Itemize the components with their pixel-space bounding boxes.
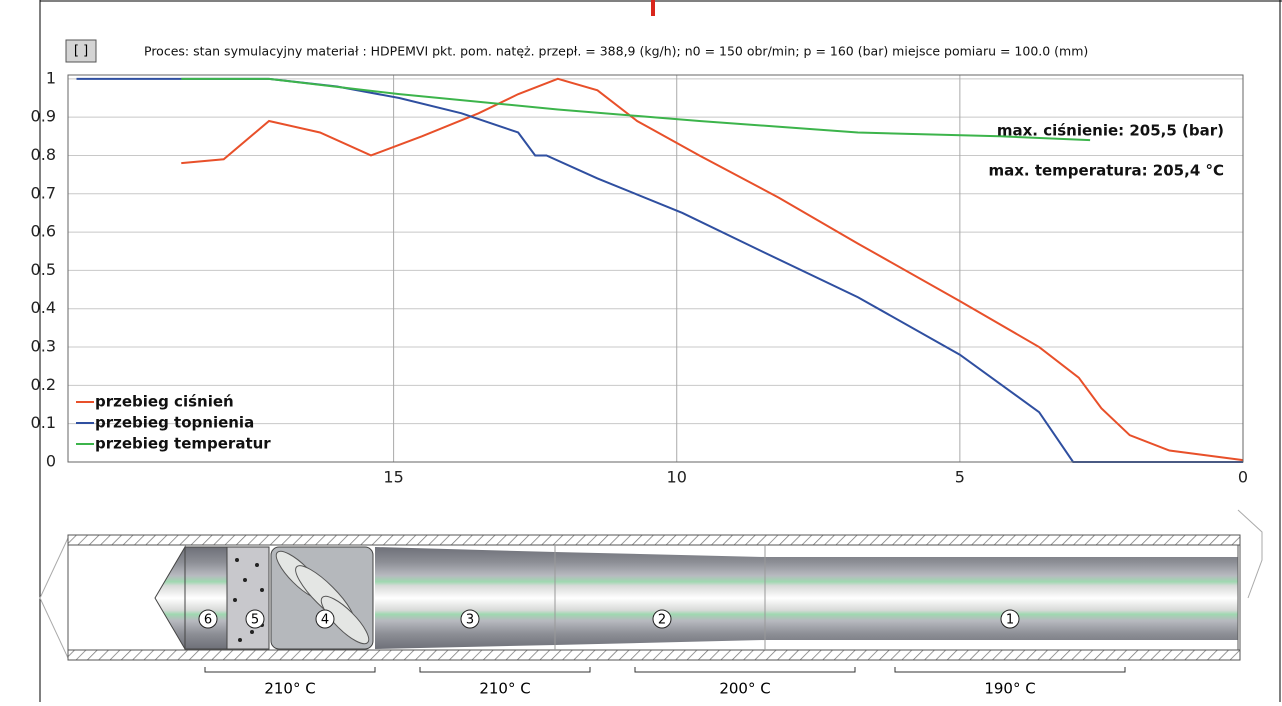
y-tick-label: 0.9 — [31, 107, 56, 126]
zone-circle — [315, 609, 335, 629]
mixing-element — [226, 546, 270, 650]
button-label[interactable]: [ ] — [74, 44, 88, 59]
plot-area — [67, 74, 1244, 463]
annotation: max. ciśnienie: 205,5 (bar) — [997, 122, 1224, 140]
temp-label: 200° C — [719, 680, 770, 698]
outline — [1237, 509, 1263, 599]
zone-label: 2 — [658, 613, 666, 628]
legend-label: przebieg ciśnień — [95, 393, 234, 411]
chart-title: Proces: stan symulacyjny materiał : HDPE… — [144, 44, 1088, 59]
x-tick-label: 15 — [383, 468, 403, 487]
temp-bracket — [634, 667, 856, 673]
annotation: max. temperatura: 205,4 °C — [988, 162, 1224, 180]
zone-label: 5 — [251, 613, 259, 628]
y-tick-label: 0.8 — [31, 145, 56, 164]
temp-label: 210° C — [264, 680, 315, 698]
zone-label: 1 — [1006, 613, 1014, 628]
marker — [651, 0, 655, 16]
legend-label: przebieg topnienia — [95, 414, 254, 432]
zone-circle — [198, 609, 218, 629]
series-line — [181, 77, 1091, 142]
zone-circle — [1000, 609, 1020, 629]
temp-label: 190° C — [984, 680, 1035, 698]
button[interactable] — [65, 39, 97, 63]
y-tick-label: 0.6 — [31, 222, 56, 241]
x-tick-label: 10 — [667, 468, 687, 487]
x-tick-label: 5 — [955, 468, 965, 487]
zone-circle — [245, 609, 265, 629]
series-line — [181, 77, 1244, 462]
zone-label: 4 — [321, 613, 329, 628]
temp-bracket — [894, 667, 1126, 673]
zone-label: 6 — [204, 613, 212, 628]
temp-label: 210° C — [479, 680, 530, 698]
temp-bracket — [419, 667, 591, 673]
x-tick-label: 0 — [1238, 468, 1248, 487]
plot-border — [67, 74, 1244, 463]
temp-bracket — [204, 667, 376, 673]
y-tick-label: 0.3 — [31, 337, 56, 356]
barrel-wall — [67, 649, 1241, 661]
y-tick-label: 0 — [46, 452, 56, 471]
zone-circle — [460, 609, 480, 629]
kneading-blades — [275, 550, 370, 645]
y-tick-label: 0.1 — [31, 413, 56, 432]
y-tick-label: 0.4 — [31, 298, 56, 317]
y-tick-label: 0.2 — [31, 375, 56, 394]
legend-label: przebieg temperatur — [95, 435, 271, 453]
series-line — [76, 77, 1243, 463]
y-tick-label: 0.5 — [31, 260, 56, 279]
screw-body — [375, 547, 1238, 649]
zone-label: 3 — [466, 613, 474, 628]
mixing-dots — [233, 558, 264, 642]
zone-circle — [652, 609, 672, 629]
y-tick-label: 1 — [46, 68, 56, 87]
screw-element — [184, 546, 228, 650]
y-tick-label: 0.7 — [31, 183, 56, 202]
outline — [39, 537, 69, 659]
extruder-diagram: 6 5 4 3 2 1 210° C 210° C 200° C 190° C — [39, 509, 1263, 698]
barrel-wall — [67, 534, 1241, 546]
